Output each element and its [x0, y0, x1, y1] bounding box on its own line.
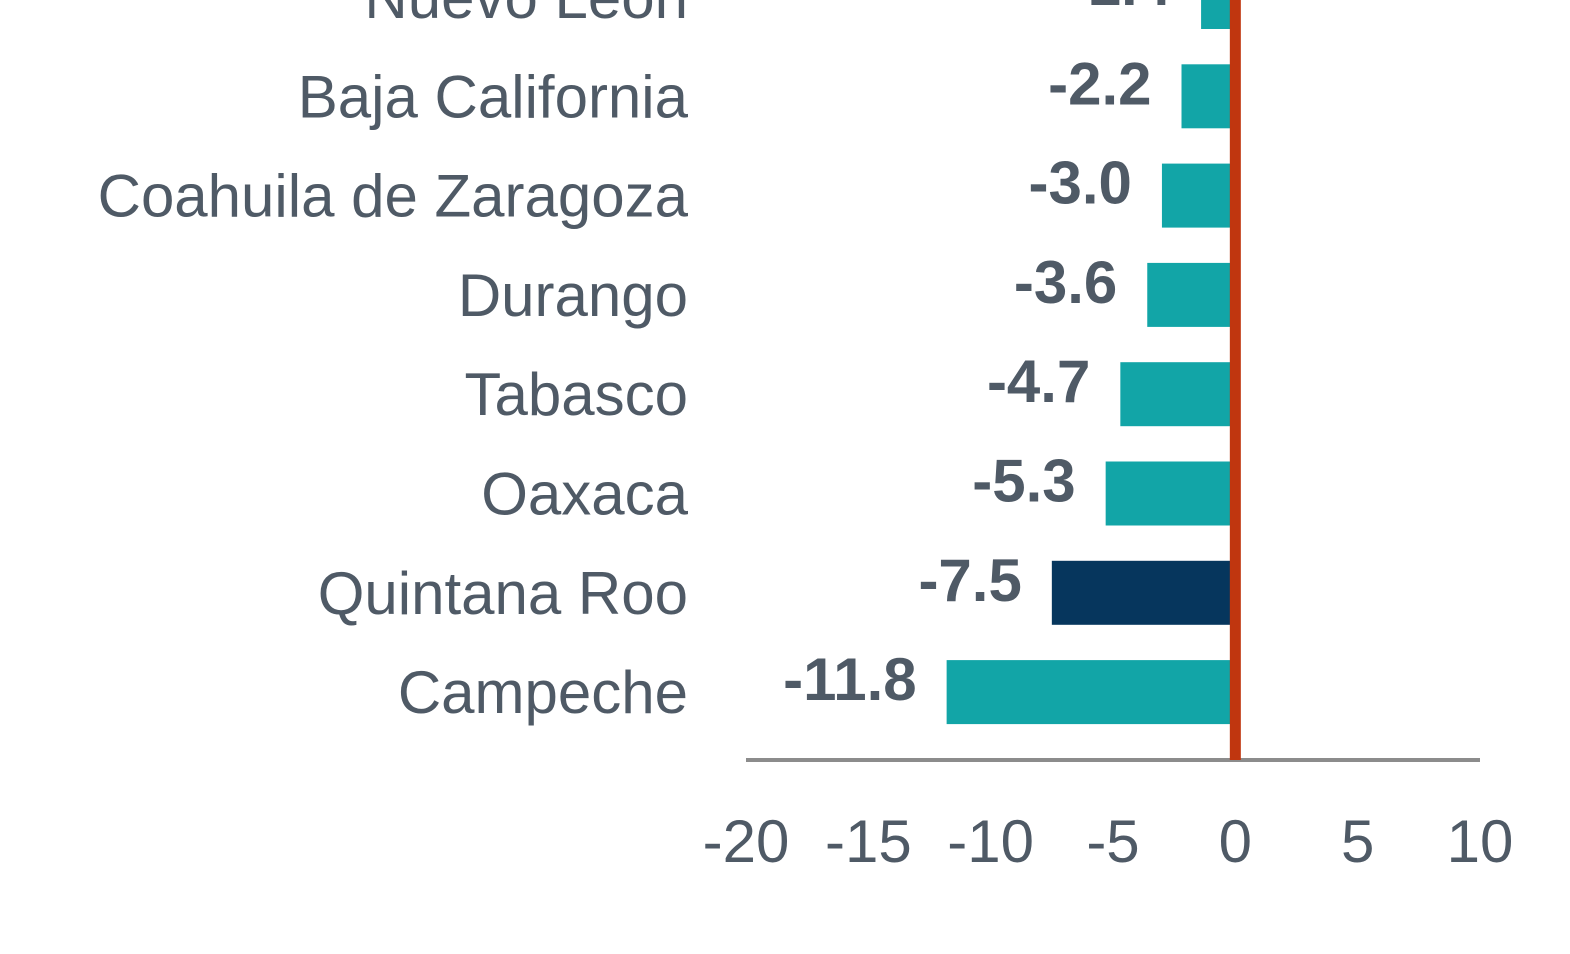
- category-label: Durango: [458, 262, 688, 329]
- value-label: -5.3: [972, 448, 1075, 515]
- bars-layer: [946, 0, 1236, 725]
- x-tick-label: -20: [703, 808, 790, 875]
- value-label: -4.7: [987, 348, 1090, 415]
- value-label: -1.4: [1068, 0, 1172, 18]
- category-label: Tabasco: [465, 361, 688, 428]
- x-tick-labels: -20 -15 -10 -5 0 5 10: [703, 808, 1514, 875]
- bar-tabasco: [1120, 362, 1236, 427]
- x-tick-label: 5: [1341, 808, 1374, 875]
- category-label: Baja California: [298, 63, 689, 130]
- x-tick-label: 10: [1447, 808, 1514, 875]
- bar-oaxaca: [1105, 461, 1236, 526]
- value-label: -3.6: [1014, 249, 1117, 316]
- bar-quintana-roo: [1051, 560, 1236, 625]
- category-label: Quintana Roo: [318, 560, 688, 627]
- value-label: -2.2: [1048, 50, 1151, 117]
- x-tick-label: -5: [1086, 808, 1139, 875]
- category-label: Nuevo León: [364, 0, 688, 31]
- x-tick-label: -10: [947, 808, 1034, 875]
- category-label: Coahuila de Zaragoza: [98, 163, 689, 230]
- value-label: -11.8: [783, 646, 916, 713]
- category-labels: Nuevo León Baja California Coahuila de Zar…: [98, 0, 689, 726]
- value-label: -3.0: [1029, 150, 1132, 217]
- category-label: Campeche: [398, 659, 688, 726]
- bar-nuevo-le-n: [1201, 0, 1236, 29]
- x-tick-label: 0: [1219, 808, 1252, 875]
- bar-coahuila-de-zaragoza: [1161, 163, 1236, 228]
- value-label: -7.5: [918, 547, 1021, 614]
- bar-baja-california: [1181, 64, 1236, 129]
- x-tick-label: -15: [825, 808, 912, 875]
- bar-durango: [1147, 262, 1236, 327]
- value-labels: -1.4 -2.2 -3.0 -3.6 -4.7 -5.3 -7.5-11.8: [783, 0, 1172, 713]
- bar-campeche: [946, 660, 1236, 725]
- category-label: Oaxaca: [481, 461, 688, 528]
